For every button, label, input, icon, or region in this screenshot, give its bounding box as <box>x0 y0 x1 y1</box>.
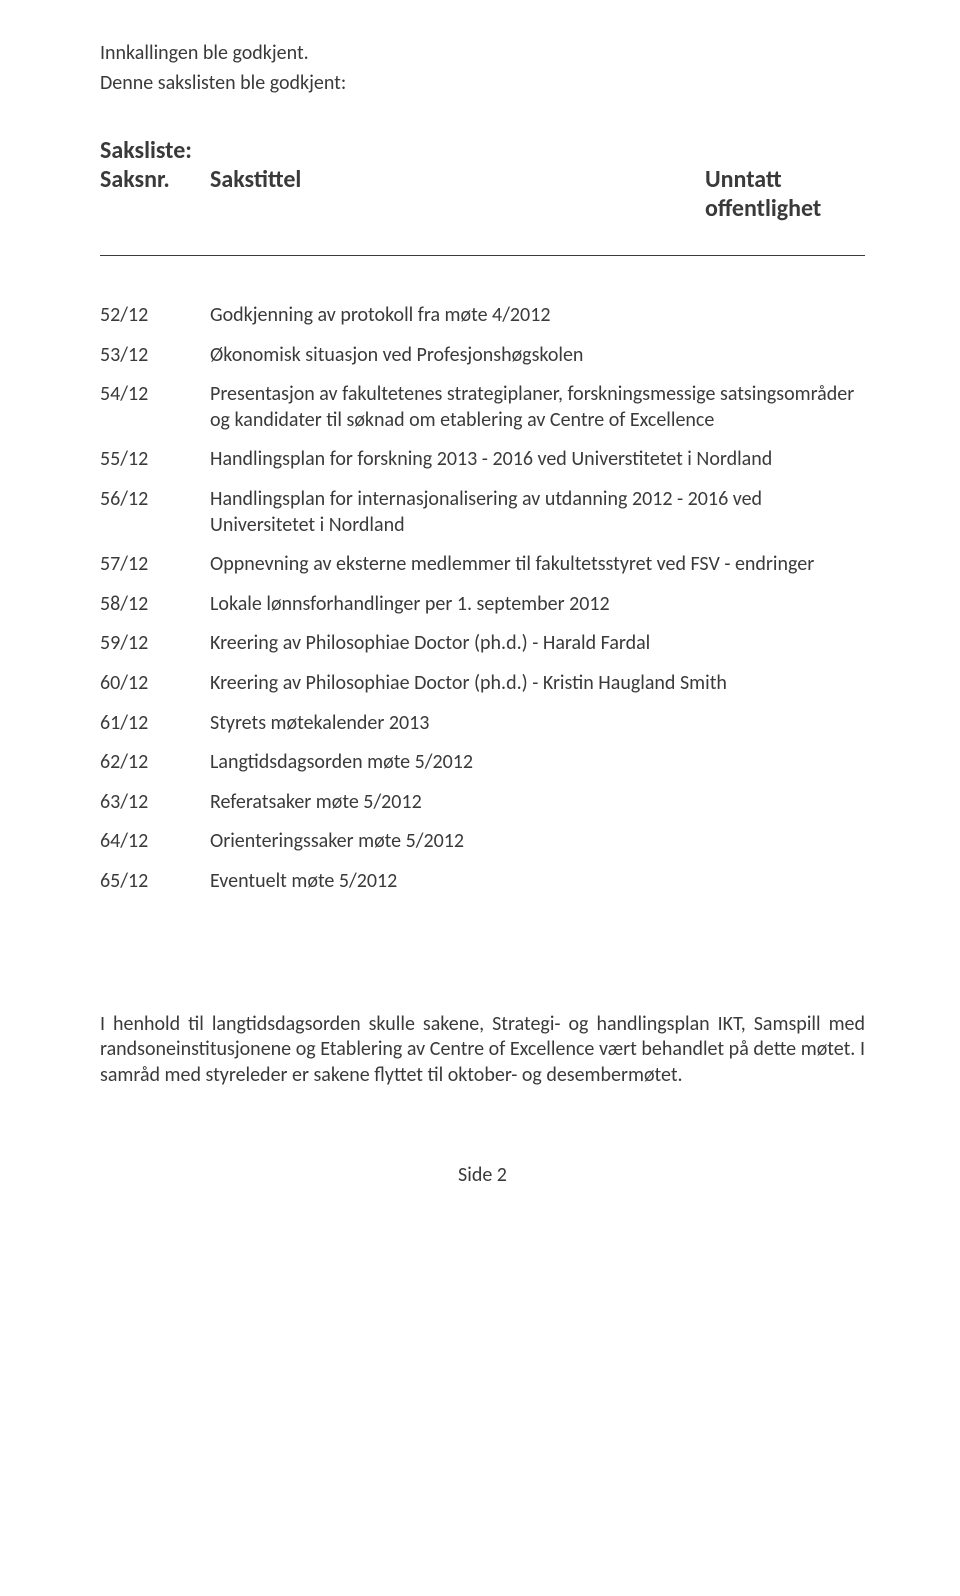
table-row: 65/12Eventuelt møte 5/2012 <box>100 862 865 902</box>
saksnr-cell: 60/12 <box>100 664 210 704</box>
table-row: 53/12Økonomisk situasjon ved Profesjonsh… <box>100 336 865 376</box>
saksnr-cell: 56/12 <box>100 480 210 545</box>
saksnr-cell: 64/12 <box>100 822 210 862</box>
sakstittel-cell: Styrets møtekalender 2013 <box>210 704 865 744</box>
sakstittel-cell: Langtidsdagsorden møte 5/2012 <box>210 743 865 783</box>
saksnr-cell: 61/12 <box>100 704 210 744</box>
sakstittel-cell: Handlingsplan for forskning 2013 - 2016 … <box>210 440 865 480</box>
sakstittel-cell: Referatsaker møte 5/2012 <box>210 783 865 823</box>
sakstittel-cell: Handlingsplan for internasjonalisering a… <box>210 480 865 545</box>
table-header-row: Saksnr. Sakstittel Unntatt offentlighet <box>100 165 865 223</box>
sakstittel-cell: Orienteringssaker møte 5/2012 <box>210 822 865 862</box>
table-row: 60/12Kreering av Philosophiae Doctor (ph… <box>100 664 865 704</box>
saksnr-cell: 55/12 <box>100 440 210 480</box>
sakstittel-cell: Oppnevning av eksterne medlemmer til fak… <box>210 545 865 585</box>
sakstittel-cell: Lokale lønnsforhandlinger per 1. septemb… <box>210 585 865 625</box>
saksnr-cell: 53/12 <box>100 336 210 376</box>
saksnr-cell: 59/12 <box>100 624 210 664</box>
sakstittel-cell: Kreering av Philosophiae Doctor (ph.d.) … <box>210 664 865 704</box>
col-header-sakstittel: Sakstittel <box>210 165 705 194</box>
sakstittel-cell: Godkjenning av protokoll fra møte 4/2012 <box>210 296 865 336</box>
page-number: Side 2 <box>100 1163 865 1187</box>
col-header-saksnr: Saksnr. <box>100 165 210 194</box>
saksnr-cell: 62/12 <box>100 743 210 783</box>
sakstittel-cell: Kreering av Philosophiae Doctor (ph.d.) … <box>210 624 865 664</box>
table-row: 59/12Kreering av Philosophiae Doctor (ph… <box>100 624 865 664</box>
sakstittel-cell: Presentasjon av fakultetenes strategipla… <box>210 375 865 440</box>
saksliste-table: 52/12Godkjenning av protokoll fra møte 4… <box>100 296 865 902</box>
col-header-unntatt-line2: offentlighet <box>705 194 865 223</box>
table-row: 52/12Godkjenning av protokoll fra møte 4… <box>100 296 865 336</box>
table-row: 58/12Lokale lønnsforhandlinger per 1. se… <box>100 585 865 625</box>
saksnr-cell: 63/12 <box>100 783 210 823</box>
table-row: 61/12Styrets møtekalender 2013 <box>100 704 865 744</box>
table-row: 63/12Referatsaker møte 5/2012 <box>100 783 865 823</box>
sakstittel-cell: Eventuelt møte 5/2012 <box>210 862 865 902</box>
table-row: 55/12Handlingsplan for forskning 2013 - … <box>100 440 865 480</box>
intro-line-1: Innkallingen ble godkjent. <box>100 40 865 66</box>
table-row: 64/12Orienteringssaker møte 5/2012 <box>100 822 865 862</box>
table-row: 62/12Langtidsdagsorden møte 5/2012 <box>100 743 865 783</box>
table-row: 54/12Presentasjon av fakultetenes strate… <box>100 375 865 440</box>
footer-paragraph: I henhold til langtidsdagsorden skulle s… <box>100 1012 865 1089</box>
header-divider <box>100 255 865 256</box>
saksnr-cell: 52/12 <box>100 296 210 336</box>
sakstittel-cell: Økonomisk situasjon ved Profesjonshøgsko… <box>210 336 865 376</box>
intro-line-2: Denne sakslisten ble godkjent: <box>100 70 865 96</box>
col-header-unntatt: Unntatt offentlighet <box>705 165 865 223</box>
table-row: 57/12Oppnevning av eksterne medlemmer ti… <box>100 545 865 585</box>
saksliste-heading: Saksliste: <box>100 136 865 165</box>
saksnr-cell: 54/12 <box>100 375 210 440</box>
saksnr-cell: 65/12 <box>100 862 210 902</box>
table-row: 56/12Handlingsplan for internasjonaliser… <box>100 480 865 545</box>
saksnr-cell: 57/12 <box>100 545 210 585</box>
saksnr-cell: 58/12 <box>100 585 210 625</box>
col-header-unntatt-line1: Unntatt <box>705 165 865 194</box>
